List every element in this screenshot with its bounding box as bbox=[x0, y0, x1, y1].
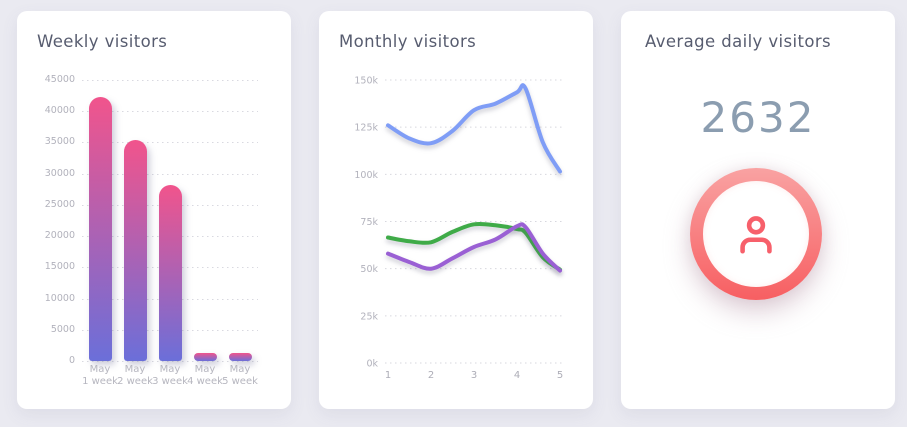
y-axis-tick-label: 10000 bbox=[44, 292, 75, 304]
gridline bbox=[82, 173, 258, 175]
x-axis-tick-label: 5 bbox=[557, 370, 563, 381]
monthly-visitors-chart: 150k 125k 100k 75k 50k 25k 0k 1 2 3 4 5 bbox=[354, 76, 565, 381]
weekly-visitors-chart: 45000 40000 35000 30000 25000 20000 15000 10000… bbox=[17, 11, 291, 409]
x-axis-tick-label: 1 bbox=[385, 370, 391, 381]
line-series-purple bbox=[386, 222, 562, 273]
x-axis-tick-label: 3 bbox=[471, 370, 477, 381]
y-axis-tick-label: 15000 bbox=[44, 261, 75, 273]
monthly-visitors-title: Monthly visitors bbox=[339, 32, 477, 51]
y-axis-tick-label: 5000 bbox=[50, 323, 75, 335]
x-axis-tick-label: May 4 week bbox=[187, 364, 223, 387]
y-axis-tick-label: 35000 bbox=[44, 136, 75, 148]
monthly-visitors-card: Monthly visitors 150k 125k 100k 75k 50k 25k 0k… bbox=[319, 11, 593, 409]
x-axis-tick-label: May 3 week bbox=[152, 364, 188, 387]
x-axis-tick-label: 2 bbox=[428, 370, 434, 381]
y-axis-tick-label: 100k bbox=[354, 170, 378, 181]
bar-1 bbox=[88, 96, 112, 361]
person-icon bbox=[740, 216, 772, 254]
bar-3 bbox=[158, 184, 182, 361]
y-axis-tick-label: 75k bbox=[360, 217, 378, 228]
visitors-ring bbox=[690, 168, 822, 300]
visitors-ring-inner bbox=[703, 181, 809, 287]
bar-2 bbox=[123, 139, 147, 361]
y-axis-tick-label: 40000 bbox=[44, 105, 75, 117]
weekly-visitors-title: Weekly visitors bbox=[37, 32, 168, 51]
bar-5 bbox=[228, 352, 252, 361]
x-axis-tick-label: 4 bbox=[514, 370, 520, 381]
y-axis-tick-label: 125k bbox=[354, 123, 378, 134]
gridline bbox=[82, 142, 258, 144]
gridline bbox=[82, 111, 258, 113]
line-series-green bbox=[386, 221, 562, 272]
bar-4 bbox=[193, 352, 217, 361]
average-daily-visitors-card: Average daily visitors 2632 bbox=[621, 11, 895, 409]
gridline bbox=[82, 80, 258, 81]
y-axis-tick-label: 50k bbox=[360, 264, 378, 275]
y-axis-tick-label: 20000 bbox=[44, 230, 75, 242]
x-axis-tick-label: May 2 week bbox=[117, 364, 153, 387]
y-axis-tick-label: 0 bbox=[68, 355, 75, 366]
weekly-visitors-card: Weekly visitors 45000 40000 35000 30000 2500… bbox=[17, 11, 291, 409]
y-axis-tick-label: 150k bbox=[354, 76, 378, 87]
y-axis-tick-label: 45000 bbox=[44, 74, 75, 85]
y-axis-tick-label: 30000 bbox=[44, 167, 75, 179]
y-axis-tick-label: 25k bbox=[360, 311, 378, 322]
kpi-value: 2632 bbox=[700, 93, 816, 142]
x-axis-tick-label: May 5 week bbox=[222, 364, 258, 387]
average-daily-visitors-title: Average daily visitors bbox=[645, 32, 832, 51]
x-axis-tick-label: May 1 week bbox=[82, 364, 118, 387]
y-axis-tick-label: 25000 bbox=[44, 198, 75, 210]
y-axis-tick-label: 0k bbox=[366, 359, 378, 370]
line-series-blue bbox=[386, 83, 562, 174]
gridline bbox=[82, 361, 258, 362]
